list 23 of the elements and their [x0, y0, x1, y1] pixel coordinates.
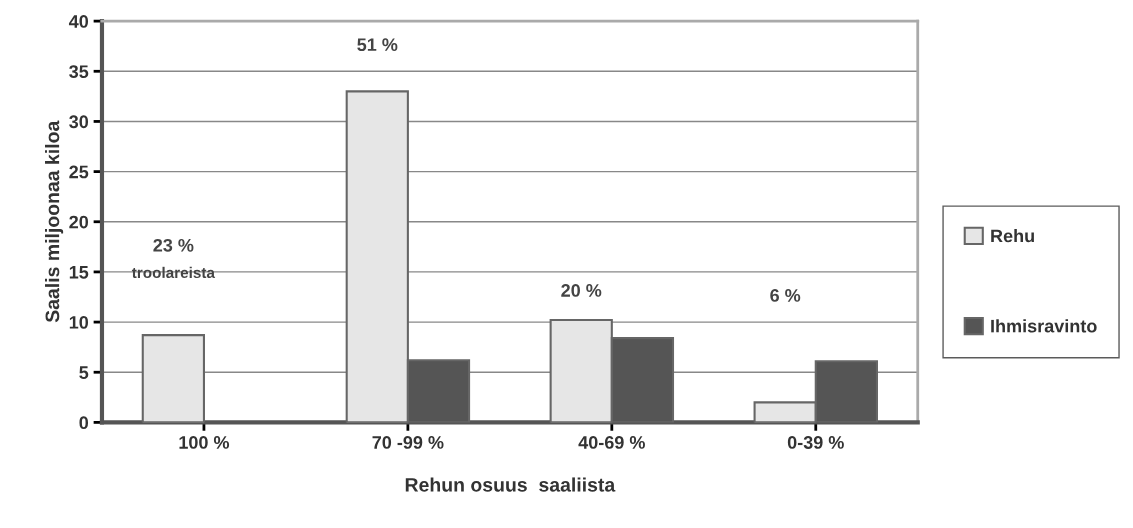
y-tick-label: 0	[79, 416, 89, 430]
x-tick-label: 40-69 %	[578, 436, 645, 449]
x-tick-label: 0-39 %	[787, 436, 844, 449]
y-axis-title: Saalis miljoonaa kiloa	[45, 120, 64, 323]
annotation: 51 %	[357, 38, 398, 52]
y-tick-label: 20	[69, 215, 89, 229]
y-tick-label: 30	[69, 115, 89, 129]
legend-label: Ihmisravinto	[991, 319, 1097, 333]
annotation: 23 %	[153, 238, 194, 252]
annotation: troolareista	[131, 266, 216, 279]
x-tick-label: 100 %	[179, 436, 230, 449]
x-axis-title: Rehun osuus saaliista	[405, 477, 616, 492]
legend-label: Rehu	[991, 229, 1034, 243]
y-tick-label: 25	[69, 165, 89, 179]
y-tick-label: 5	[79, 366, 89, 379]
y-tick-label: 35	[69, 65, 89, 79]
bar	[141, 334, 205, 423]
y-tick-label: 15	[69, 266, 89, 279]
annotation: 6 %	[770, 289, 801, 302]
y-tick-label: 40	[68, 15, 89, 28]
annotation: 20 %	[561, 284, 602, 297]
y-tick-label: 10	[69, 316, 89, 329]
x-tick-label: 70 -99 %	[372, 436, 444, 449]
